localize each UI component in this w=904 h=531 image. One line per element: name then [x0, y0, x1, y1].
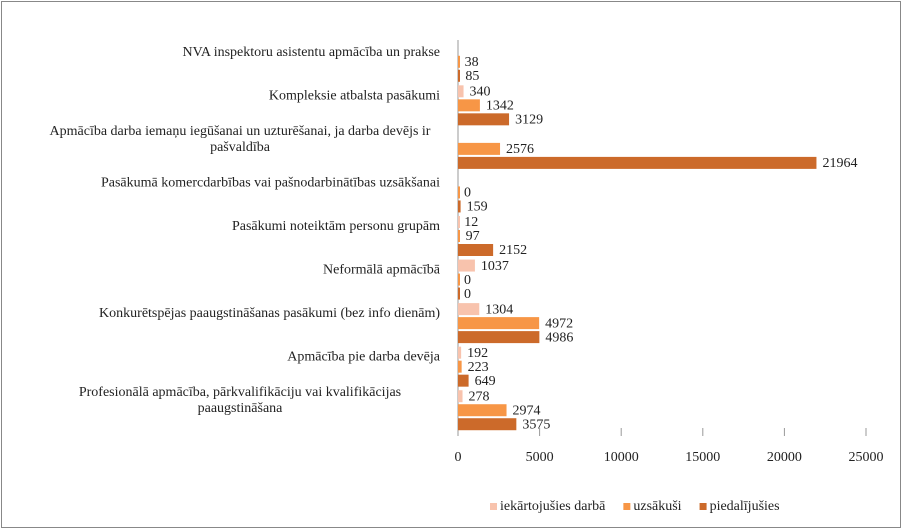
data-label: 2152 — [499, 243, 527, 258]
data-label: 1304 — [485, 302, 513, 317]
bar — [458, 55, 460, 68]
bar — [458, 374, 469, 387]
data-label: 2576 — [506, 142, 534, 157]
bar — [458, 113, 510, 126]
bar — [458, 85, 464, 98]
data-label: 1037 — [481, 259, 509, 274]
x-tick-label: 10000 — [604, 450, 639, 465]
bar — [458, 331, 540, 344]
bar — [458, 346, 462, 359]
y-tick-label: Pasākumā komercdarbības vai pašnodarbinā… — [101, 176, 440, 191]
legend-swatch — [699, 503, 707, 510]
data-label: 2974 — [513, 403, 541, 418]
y-tick-label: Apmācība darba iemaņu iegūšanai un uztur… — [50, 124, 431, 155]
y-tick-label: Kompleksie atbalsta pasākumi — [269, 89, 440, 104]
y-tick-label: Pasākumi noteiktām personu grupām — [232, 219, 440, 234]
data-label: 223 — [468, 360, 489, 375]
data-label: 12 — [464, 215, 478, 230]
legend-swatch — [623, 503, 631, 510]
data-label: 1342 — [486, 99, 514, 114]
data-label: 159 — [467, 200, 488, 215]
bar — [458, 230, 460, 242]
legend-label: iekārtojušies darbā — [500, 499, 606, 514]
data-label: 85 — [465, 69, 479, 84]
data-label: 340 — [470, 85, 491, 100]
bar — [458, 259, 475, 272]
data-label: 21964 — [822, 156, 857, 171]
bar — [458, 404, 507, 417]
y-tick-label: NVA inspektoru asistentu apmācība un pra… — [182, 45, 440, 60]
bar — [458, 273, 460, 286]
legend-swatch — [490, 503, 497, 510]
y-tick-label: Neformālā apmācībā — [323, 263, 441, 278]
data-label: 0 — [464, 186, 471, 201]
y-tick-label: Konkurētspējas paaugstināšanas pasākumi … — [99, 306, 440, 321]
x-tick-label: 0 — [455, 450, 462, 465]
bar — [458, 244, 494, 256]
bar — [458, 69, 460, 82]
data-label: 97 — [466, 229, 480, 244]
bar — [458, 317, 540, 330]
x-tick-label: 25000 — [849, 450, 884, 465]
bar — [458, 142, 501, 155]
y-tick-label: Apmācība pie darba devēja — [287, 350, 441, 365]
x-tick-label: 5000 — [526, 450, 554, 465]
legend-label: uzsākuši — [633, 499, 681, 514]
bar — [458, 156, 817, 169]
bar — [458, 360, 462, 373]
bar — [458, 99, 480, 112]
x-tick-label: 15000 — [685, 450, 720, 465]
bar — [458, 418, 517, 431]
bar — [458, 390, 463, 403]
data-label: 38 — [465, 55, 479, 70]
x-tick-label: 20000 — [767, 450, 802, 465]
data-label: 649 — [475, 374, 496, 389]
bar — [458, 216, 460, 228]
data-label: 278 — [469, 389, 490, 404]
bar — [458, 186, 460, 199]
data-label: 3575 — [522, 417, 550, 432]
bar — [458, 287, 460, 300]
data-label: 4986 — [545, 330, 573, 345]
data-label: 0 — [464, 273, 471, 288]
data-label: 3129 — [515, 113, 543, 128]
data-label: 4972 — [545, 316, 573, 331]
bar — [458, 200, 461, 213]
bar — [458, 303, 480, 316]
y-tick-label: Profesionālā apmācība, pārkvalifikāciju … — [79, 385, 401, 416]
data-label: 192 — [467, 346, 488, 361]
data-label: 0 — [464, 287, 471, 302]
legend-label: piedalījušies — [710, 499, 780, 514]
